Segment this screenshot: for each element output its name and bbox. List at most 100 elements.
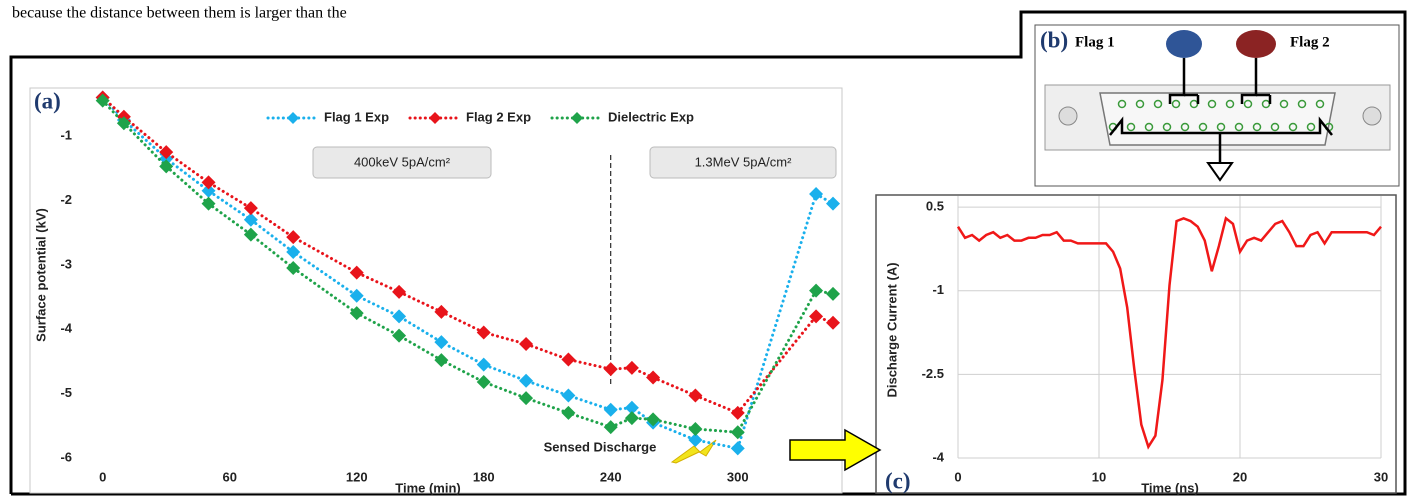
x-tick-label: 240: [600, 469, 622, 484]
data-point: [434, 335, 449, 350]
data-point: [624, 411, 639, 426]
y-axis-title: Surface potential (kV): [33, 208, 48, 342]
screw: [1058, 106, 1078, 126]
panel-label: (c): [885, 468, 911, 493]
data-point: [688, 422, 703, 437]
flag-label: Flag 2: [1290, 34, 1330, 50]
x-tick-label: 300: [727, 469, 749, 484]
x-tick-label: 10: [1092, 469, 1106, 484]
data-point: [730, 441, 745, 456]
data-point: [809, 283, 824, 298]
y-tick-label: -4: [932, 449, 944, 464]
data-point: [826, 196, 840, 211]
data-point: [286, 244, 301, 259]
data-point: [809, 309, 824, 324]
y-tick-label: -1: [932, 282, 944, 297]
data-point: [349, 265, 364, 280]
frame: [9, 10, 1407, 496]
arrow: [789, 428, 882, 472]
y-tick-label: -6: [60, 449, 72, 464]
series-line: [956, 216, 1382, 450]
x-tick-label: 60: [222, 469, 236, 484]
data-point: [434, 304, 449, 319]
data-point: [243, 201, 258, 216]
data-point: [159, 159, 174, 174]
annotation: 1.3MeV 5pA/cm²: [695, 154, 792, 169]
annotation: Sensed Discharge: [544, 439, 657, 454]
annotation-box: [312, 146, 492, 179]
data-point: [243, 212, 258, 227]
data-point: [349, 306, 364, 321]
data-point: [116, 116, 131, 131]
data-point: [809, 187, 824, 202]
panel-label: (b): [1040, 27, 1068, 52]
flag-2-dot: [1236, 30, 1276, 58]
legend-label: Flag 1 Exp: [324, 109, 389, 124]
x-tick-label: 180: [473, 469, 495, 484]
legend-marker: [429, 112, 441, 124]
data-point: [476, 375, 491, 390]
data-point: [561, 388, 576, 403]
x-axis-title: Time (ns): [1141, 480, 1199, 495]
data-point: [826, 286, 840, 301]
data-point: [243, 227, 258, 242]
down-arrow: [1206, 162, 1234, 182]
y-tick-label: -2: [60, 192, 72, 207]
body-text: because the distance between them is lar…: [12, 5, 347, 22]
data-point: [646, 370, 661, 385]
data-point: [561, 352, 576, 367]
lightning: [670, 439, 717, 464]
data-point: [159, 145, 174, 160]
data-point: [688, 388, 703, 403]
data-point: [646, 412, 661, 427]
wires: [1109, 58, 1333, 163]
data-point: [624, 400, 639, 415]
data-point: [286, 230, 301, 245]
data-point: [519, 337, 534, 352]
x-tick-label: 0: [99, 469, 106, 484]
flag-label: Flag 1: [1075, 34, 1115, 50]
data-point: [730, 425, 745, 440]
legend-label: Flag 2 Exp: [466, 109, 531, 124]
data-point: [201, 196, 216, 211]
legend-marker: [571, 112, 583, 124]
data-point: [603, 402, 618, 417]
data-point: [561, 405, 576, 420]
data-point: [349, 288, 364, 303]
x-tick-label: 20: [1233, 469, 1247, 484]
data-point: [392, 284, 407, 299]
x-tick-label: 30: [1374, 469, 1388, 484]
x-tick-label: 120: [346, 469, 368, 484]
data-point: [688, 432, 703, 447]
annotation: 400keV 5pA/cm²: [354, 154, 451, 169]
data-point: [730, 405, 745, 420]
data-point: [603, 362, 618, 377]
legend-label: Dielectric Exp: [608, 109, 694, 124]
panel-label: (a): [34, 88, 61, 113]
data-point: [826, 315, 840, 330]
data-point: [624, 360, 639, 375]
x-tick-label: 0: [954, 469, 961, 484]
y-tick-label: -3: [60, 256, 72, 271]
y-tick-label: -4: [60, 321, 72, 336]
y-tick-label: 0.5: [926, 199, 944, 214]
data-point: [476, 325, 491, 340]
chart-c-box: [875, 194, 1397, 494]
data-point: [519, 373, 534, 388]
screw: [1362, 106, 1382, 126]
data-point: [392, 309, 407, 324]
data-point: [392, 328, 407, 343]
x-axis-title: Time (min): [395, 480, 461, 495]
y-tick-label: -2.5: [922, 366, 944, 381]
data-point: [201, 183, 216, 198]
annotation-box: [649, 146, 837, 179]
y-tick-label: -1: [60, 128, 72, 143]
data-point: [476, 357, 491, 372]
data-point: [201, 175, 216, 190]
data-point: [286, 261, 301, 276]
data-point: [95, 93, 110, 108]
data-point: [434, 353, 449, 368]
legend-marker: [287, 112, 299, 124]
data-point: [519, 391, 534, 406]
